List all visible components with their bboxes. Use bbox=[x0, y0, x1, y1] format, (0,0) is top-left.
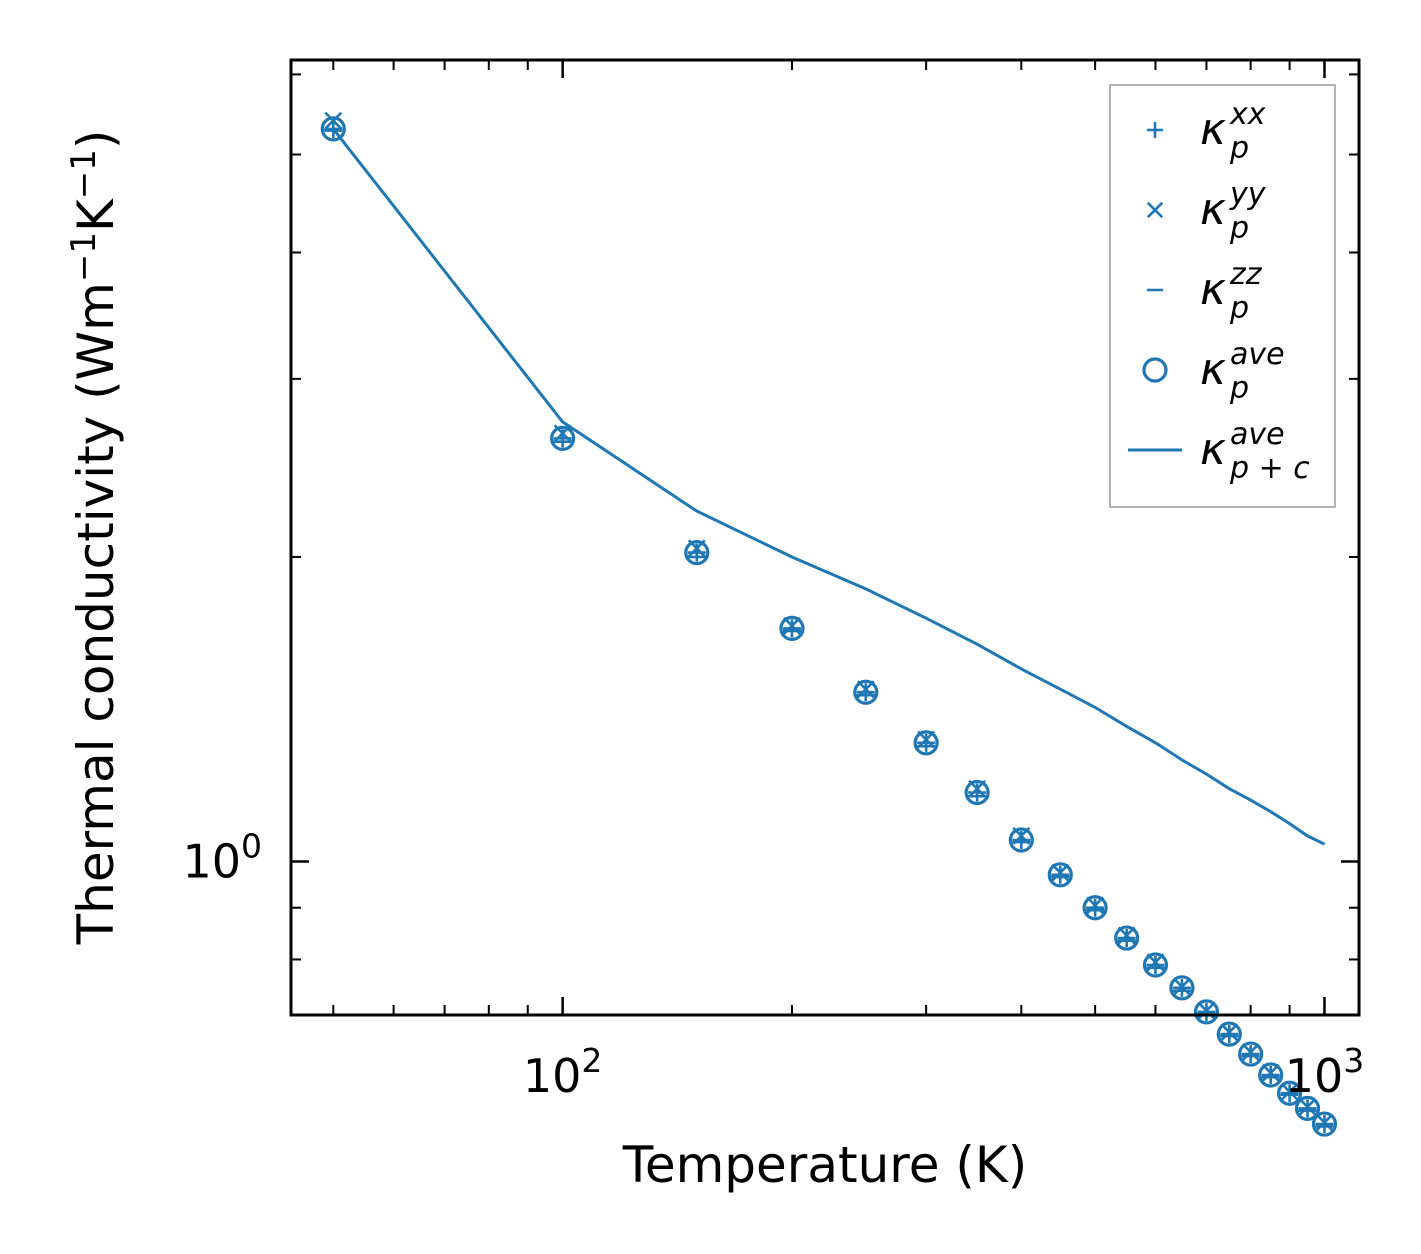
y-tick-label-base: 10 bbox=[182, 834, 241, 888]
data-point-kappa_p_xx bbox=[324, 119, 343, 138]
data-point-kappa_p_xx bbox=[1261, 1065, 1280, 1084]
legend-label-sub: p bbox=[1229, 371, 1249, 406]
data-point-kappa_p_yy bbox=[1315, 1113, 1334, 1132]
x-marker-b bbox=[1280, 1082, 1299, 1101]
legend-entry-1: κ yyp bbox=[1146, 177, 1267, 246]
y-axis-label-sup2: −1 bbox=[64, 149, 104, 199]
legend-label-base: κ bbox=[1200, 264, 1226, 315]
x-tick-label: 102 bbox=[523, 1041, 603, 1103]
legend-label: κ bbox=[1200, 104, 1226, 155]
x-marker-b bbox=[1315, 1113, 1334, 1132]
series-kappa_p+c_ave bbox=[332, 127, 1326, 846]
data-point-kappa_p_ave bbox=[1008, 827, 1034, 853]
x-tick-label-base: 10 bbox=[523, 1049, 582, 1103]
legend-label: κ bbox=[1200, 184, 1226, 235]
data-point-kappa_p_xx bbox=[917, 733, 936, 752]
y-axis-label-sup1: −1 bbox=[64, 232, 104, 282]
data-point-kappa_p_ave bbox=[1082, 895, 1108, 921]
data-point-kappa_p_xx bbox=[968, 783, 987, 802]
data-point-kappa_p_xx bbox=[1051, 865, 1070, 884]
data-point-kappa_p_ave bbox=[1258, 1062, 1284, 1088]
y-tick-label-exp: 0 bbox=[241, 826, 262, 865]
legend-label-base: κ bbox=[1200, 424, 1226, 475]
series-line-kappa_p+c_ave bbox=[332, 127, 1326, 846]
data-point-kappa_p_xx bbox=[1241, 1045, 1260, 1064]
data-point-kappa_p_ave bbox=[779, 615, 805, 641]
legend-label: κ bbox=[1200, 344, 1226, 395]
data-point-kappa_p_ave bbox=[913, 730, 939, 756]
x-tick-label-exp: 3 bbox=[1343, 1041, 1364, 1080]
legend-label-sup: yy bbox=[1229, 177, 1267, 212]
legend-label-sup: zz bbox=[1229, 257, 1263, 292]
x-marker-b bbox=[324, 111, 343, 130]
legend-label-sub: p + c bbox=[1229, 451, 1310, 486]
data-point-kappa_p_ave bbox=[964, 779, 990, 806]
x-tick-label-base: 10 bbox=[1285, 1049, 1344, 1103]
data-point-kappa_p_ave bbox=[1238, 1041, 1264, 1067]
legend-marker-plus bbox=[1146, 121, 1164, 139]
data-point-kappa_p_ave bbox=[1193, 999, 1220, 1025]
legend-label-sub: p bbox=[1229, 211, 1249, 246]
legend-entry-0: κ xxp bbox=[1146, 97, 1266, 166]
legend-entry-2: κ zzp bbox=[1146, 257, 1263, 326]
data-point-kappa_p_yy bbox=[1280, 1082, 1299, 1101]
data-point-kappa_p_ave bbox=[684, 540, 710, 566]
legend-label-sub: p bbox=[1229, 291, 1249, 326]
legend-label-base: κ bbox=[1200, 104, 1226, 155]
data-point-kappa_p_yy bbox=[1220, 1023, 1239, 1042]
legend-marker-x bbox=[1146, 201, 1164, 219]
legend-frame bbox=[1109, 84, 1336, 508]
data-point-kappa_p_ave bbox=[853, 679, 879, 705]
x-marker-b bbox=[1220, 1023, 1239, 1042]
legend-label: κ bbox=[1200, 424, 1226, 475]
data-point-kappa_p_ave bbox=[1311, 1111, 1338, 1137]
data-point-kappa_p_ave bbox=[1216, 1021, 1242, 1047]
data-point-kappa_p_ave bbox=[1047, 862, 1073, 888]
minor-ticks bbox=[291, 60, 1359, 1015]
data-point-kappa_p_xx bbox=[1086, 898, 1105, 917]
plot-frame bbox=[289, 58, 1361, 1017]
data-point-kappa_p_xx bbox=[782, 619, 801, 638]
legend-marker-circle bbox=[1142, 357, 1168, 383]
data-point-kappa_p_ave bbox=[1169, 975, 1195, 1001]
legend-label: κ bbox=[1200, 264, 1226, 315]
x-tick-label-exp: 2 bbox=[581, 1041, 602, 1080]
x-tick-label: 103 bbox=[1285, 1041, 1365, 1103]
x-axis-label: Temperature (K) bbox=[622, 1136, 1027, 1194]
data-point-kappa_p_ave bbox=[320, 116, 346, 142]
data-point-kappa_p_ave bbox=[1294, 1095, 1321, 1121]
y-axis-label-end: ) bbox=[67, 130, 125, 150]
data-point-kappa_p_ave bbox=[1277, 1080, 1303, 1106]
legend-label-sup: ave bbox=[1230, 417, 1285, 452]
data-point-kappa_p_xx bbox=[1117, 929, 1136, 948]
legend-label-base: κ bbox=[1200, 344, 1226, 395]
data-point-kappa_p_ave bbox=[1142, 952, 1169, 978]
y-axis-label-mid: K bbox=[67, 198, 125, 232]
data-point-kappa_p_yy bbox=[1298, 1097, 1317, 1116]
data-point-kappa_p_xx bbox=[1220, 1025, 1239, 1044]
x-marker-b bbox=[1298, 1097, 1317, 1116]
data-point-kappa_p_ave bbox=[550, 425, 576, 451]
y-axis-label: Thermal conductivity (Wm−1K−1) bbox=[64, 130, 125, 946]
y-axis-label-main: Thermal conductivity (Wm bbox=[67, 282, 125, 945]
legend-label-sup: ave bbox=[1230, 337, 1285, 372]
x-marker-b bbox=[1146, 201, 1164, 219]
legend-label-base: κ bbox=[1200, 184, 1226, 235]
series-kappa_p_ave bbox=[320, 116, 1338, 1137]
series-layer bbox=[320, 111, 1338, 1137]
data-point-kappa_p_xx bbox=[856, 683, 875, 702]
legend-label-sup: xx bbox=[1229, 97, 1266, 132]
data-point-kappa_p_ave bbox=[1114, 925, 1140, 951]
data-point-kappa_p_yy bbox=[324, 111, 343, 130]
major-ticks bbox=[291, 60, 1359, 1015]
data-point-kappa_p_xx bbox=[1146, 955, 1165, 974]
y-tick-label: 100 bbox=[182, 826, 262, 888]
legend-label-sub: p bbox=[1229, 131, 1249, 166]
